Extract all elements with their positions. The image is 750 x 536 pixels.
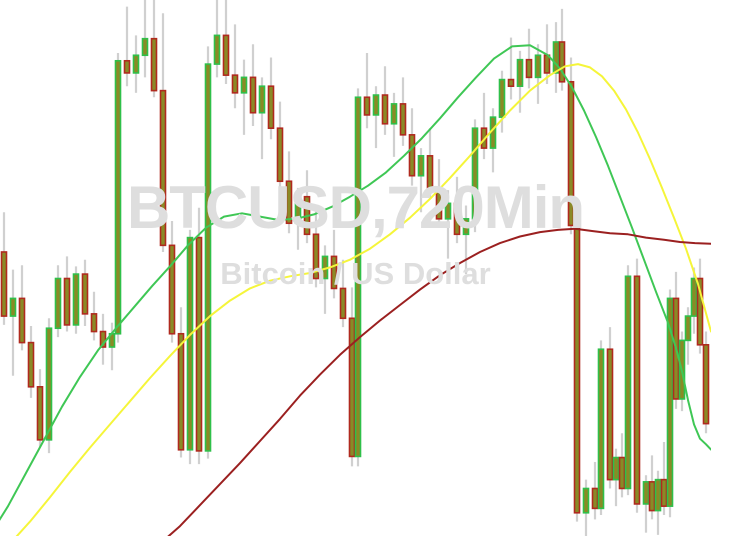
candle-body-down bbox=[426, 155, 434, 189]
candle-body-up bbox=[72, 273, 80, 326]
candle-body-down bbox=[660, 478, 668, 507]
candle-body-down bbox=[558, 41, 566, 83]
candle-body-down bbox=[222, 34, 230, 76]
candle-body-up bbox=[690, 277, 698, 317]
candle-body-up bbox=[534, 54, 542, 79]
candle-body-up bbox=[666, 297, 674, 507]
candle-body-down bbox=[543, 54, 551, 74]
candle-body-down bbox=[99, 330, 107, 348]
candle-body-down bbox=[267, 85, 275, 129]
candlestick-series bbox=[0, 0, 710, 536]
candle-body-down bbox=[150, 37, 158, 92]
candle-body-up bbox=[54, 277, 62, 330]
candle-body-up bbox=[132, 54, 140, 74]
candle-body-down bbox=[348, 317, 356, 458]
candle-body-up bbox=[390, 103, 398, 125]
candle-body-up bbox=[462, 218, 470, 236]
chart-canvas bbox=[0, 0, 711, 536]
candle-body-up bbox=[372, 94, 380, 116]
candle-body-down bbox=[339, 287, 347, 320]
ma-line-0 bbox=[0, 44, 711, 521]
candle-body-down bbox=[381, 94, 389, 125]
candle-body-down bbox=[573, 224, 581, 514]
candle-body-down bbox=[63, 277, 71, 326]
candle-body-up bbox=[240, 76, 248, 94]
candle-body-up bbox=[498, 78, 506, 118]
candle-body-down bbox=[312, 233, 320, 280]
candle-body-up bbox=[612, 456, 620, 481]
candle-body-down bbox=[567, 80, 575, 227]
candle-body-up bbox=[654, 478, 662, 512]
candle-body-up bbox=[9, 297, 17, 317]
candle-body-up bbox=[444, 202, 452, 220]
candle-body-down bbox=[81, 273, 89, 315]
candle-body-up bbox=[141, 37, 149, 57]
candle-body-down bbox=[606, 348, 614, 481]
candle-body-up bbox=[258, 85, 266, 114]
candle-body-up bbox=[204, 63, 212, 452]
candle-body-up bbox=[213, 34, 221, 65]
candle-body-down bbox=[18, 297, 26, 344]
candle-body-down bbox=[648, 481, 656, 512]
candle-body-down bbox=[123, 59, 131, 74]
candle-body-down bbox=[90, 313, 98, 333]
candle-body-up bbox=[294, 195, 302, 225]
ma-line-1 bbox=[15, 63, 711, 536]
candle-body-down bbox=[276, 127, 284, 183]
plot-area[interactable] bbox=[0, 0, 711, 536]
candle-body-down bbox=[159, 89, 167, 247]
candle-body-up bbox=[471, 127, 479, 220]
candle-body-up bbox=[552, 41, 560, 74]
candle-body-down bbox=[399, 103, 407, 136]
candle-body-down bbox=[618, 456, 626, 490]
candle-body-up bbox=[354, 96, 362, 458]
candle-body-down bbox=[168, 244, 176, 335]
candle-body-up bbox=[582, 487, 590, 514]
price-axis[interactable]: 30,000.0029,000.0028,000.0027,000.0026,0… bbox=[711, 0, 750, 536]
ma-line-2 bbox=[167, 227, 711, 536]
candle-body-down bbox=[408, 134, 416, 177]
candle-body-up bbox=[597, 348, 605, 510]
candle-body-down bbox=[195, 236, 203, 452]
candle-body-up bbox=[642, 481, 650, 505]
candle-body-down bbox=[249, 76, 257, 114]
candle-body-down bbox=[507, 78, 515, 88]
candle-body-up bbox=[684, 315, 692, 342]
candle-body-down bbox=[0, 251, 8, 317]
candle-body-up bbox=[417, 155, 425, 177]
candle-body-down bbox=[633, 275, 641, 505]
candle-body-down bbox=[231, 74, 239, 94]
candle-body-down bbox=[363, 96, 371, 116]
candle-body-down bbox=[696, 277, 704, 346]
candle-body-up bbox=[45, 327, 53, 441]
candle-body-down bbox=[453, 202, 461, 236]
candle-body-up bbox=[186, 236, 194, 451]
candle-body-down bbox=[435, 187, 443, 220]
candle-body-down bbox=[27, 341, 35, 388]
candle-body-down bbox=[591, 487, 599, 510]
candle-body-down bbox=[330, 255, 338, 290]
candle-body-down bbox=[177, 332, 185, 451]
candle-body-up bbox=[516, 58, 524, 88]
candle-body-down bbox=[36, 386, 44, 441]
candle-body-down bbox=[285, 180, 293, 225]
candle-body-up bbox=[114, 59, 122, 335]
candle-body-down bbox=[702, 344, 710, 425]
candle-body-down bbox=[525, 58, 533, 79]
candle-body-up bbox=[624, 275, 632, 490]
